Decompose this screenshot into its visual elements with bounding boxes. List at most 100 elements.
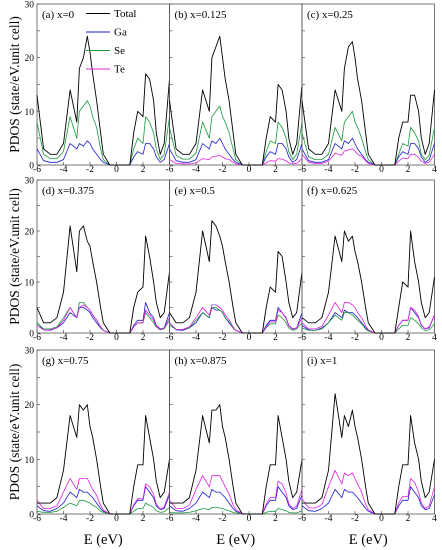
- x-tick-label: 0: [247, 165, 252, 175]
- x-tick-label: 0: [114, 165, 119, 175]
- x-tick-label: -4: [192, 333, 200, 343]
- x-tick-label: 0: [379, 165, 384, 175]
- x-tick-label: 0: [379, 333, 384, 343]
- x-tick-label: -2: [351, 514, 359, 524]
- x-tick-label: -6: [166, 333, 174, 343]
- legend: Total Ga Se Te: [86, 8, 136, 76]
- panel-label: (a) x=0: [42, 9, 75, 21]
- chart-panel: (g) x=0.75 0 10 20 30 -6 -4 -2 0 2: [25, 347, 170, 524]
- series-line-te: [301, 469, 435, 515]
- x-tick-label: 2: [141, 333, 146, 343]
- x-tick-label: -4: [60, 165, 68, 175]
- series-line-total: [36, 225, 170, 334]
- series-line-ga: [36, 486, 170, 515]
- series-line-ga: [301, 486, 435, 515]
- x-tick-label: -2: [86, 514, 94, 524]
- series-line-te: [36, 304, 170, 334]
- y-tick-label: 0: [29, 330, 34, 340]
- x-tick-label: -6: [298, 333, 306, 343]
- chart-panel: (a) x=0 0 10 20 30 -6 -4 -2 0 2: [25, 1, 170, 175]
- panel-label: (h) x=0.875: [175, 355, 228, 367]
- y-tick-label: 30: [25, 347, 35, 357]
- series-line-te: [301, 301, 435, 334]
- x-tick-label: 2: [406, 333, 411, 343]
- x-tick-label: -6: [33, 333, 41, 343]
- legend-entry: Te: [114, 64, 125, 76]
- x-tick-label: 0: [114, 514, 119, 524]
- legend-entry: Se: [114, 45, 125, 57]
- x-tick-label: -2: [219, 165, 227, 175]
- x-tick-label: 2: [273, 514, 278, 524]
- chart-panel: (b) x=0.125 -6 -4 -2 0 2: [166, 3, 303, 175]
- series-line-se: [169, 105, 303, 166]
- series-line-ga: [36, 140, 170, 166]
- legend-entry: Ga: [114, 27, 127, 39]
- x-tick-label: -6: [298, 165, 306, 175]
- y-axis-label: PDOS (state/eV.unit cell): [7, 364, 22, 501]
- y-tick-label: 10: [25, 456, 35, 466]
- panel-label: (e) x=0.5: [175, 185, 216, 197]
- series-line-te: [169, 475, 303, 515]
- series-line-se: [36, 499, 170, 515]
- x-tick-label: -2: [86, 165, 94, 175]
- x-tick-label: -4: [60, 514, 68, 524]
- y-tick-label: 10: [25, 279, 35, 289]
- series-line-te: [169, 154, 303, 166]
- series-line-ga: [301, 137, 435, 166]
- x-tick-label: 0: [379, 514, 384, 524]
- x-tick-label: 4: [432, 333, 437, 343]
- x-tick-label: -2: [219, 333, 227, 343]
- x-tick-label: 2: [141, 514, 146, 524]
- legend-entry: Total: [114, 8, 136, 20]
- panel-frame: [169, 3, 303, 166]
- x-tick-label: 0: [114, 333, 119, 343]
- x-tick-label: -4: [325, 333, 333, 343]
- panel-label: (i) x=1: [307, 355, 337, 367]
- x-tick-label: -6: [33, 165, 41, 175]
- x-tick-label: 2: [406, 165, 411, 175]
- panel-frame: [36, 3, 170, 166]
- panel-label: (c) x=0.25: [307, 9, 353, 21]
- chart-panel: (d) x=0.375 0 10 20 30 -6 -4 -2 0 2: [25, 177, 170, 343]
- y-tick-label: 0: [29, 162, 34, 172]
- panel-label: (b) x=0.125: [175, 9, 228, 21]
- x-tick-label: -6: [298, 514, 306, 524]
- series-line-total: [302, 393, 435, 515]
- series-line-ga: [169, 137, 303, 166]
- chart-panel: (i) x=1 -6 -4 -2 0 2 4: [298, 349, 437, 524]
- series-line-se: [36, 100, 170, 166]
- x-tick-label: 4: [432, 165, 437, 175]
- series-line-ga: [169, 486, 303, 515]
- panel-frame: [301, 349, 435, 515]
- series-line-total: [169, 35, 303, 166]
- series-line-total: [36, 35, 170, 166]
- series-line-te: [36, 478, 170, 515]
- x-tick-label: -2: [351, 165, 359, 175]
- panel-label: (g) x=0.75: [42, 355, 89, 367]
- x-tick-label: -6: [166, 514, 174, 524]
- panel-label: (f) x=0.625: [307, 185, 358, 197]
- y-tick-label: 10: [25, 108, 35, 118]
- series-line-te: [169, 304, 303, 334]
- x-tick-label: -2: [219, 514, 227, 524]
- y-tick-label: 30: [25, 1, 35, 11]
- series-line-total: [169, 404, 303, 515]
- x-tick-label: -4: [192, 514, 200, 524]
- chart-panel: (h) x=0.875 -6 -4 -2 0 2: [166, 349, 303, 524]
- x-tick-label: -4: [325, 514, 333, 524]
- panel-frame: [301, 3, 435, 166]
- chart-panel: (c) x=0.25 -6 -4 -2 0 2 4: [298, 3, 437, 175]
- series-line-se: [301, 312, 435, 334]
- y-tick-label: 30: [25, 177, 35, 187]
- y-tick-label: 0: [29, 511, 34, 521]
- x-tick-label: 2: [273, 333, 278, 343]
- chart-panel: (e) x=0.5 -6 -4 -2 0 2: [166, 179, 303, 343]
- series-line-te: [301, 148, 435, 166]
- y-tick-label: 20: [25, 228, 35, 238]
- series-line-ga: [301, 307, 435, 334]
- x-tick-label: -6: [33, 514, 41, 524]
- x-tick-label: -4: [192, 165, 200, 175]
- x-tick-label: -2: [351, 333, 359, 343]
- x-tick-label: 2: [141, 165, 146, 175]
